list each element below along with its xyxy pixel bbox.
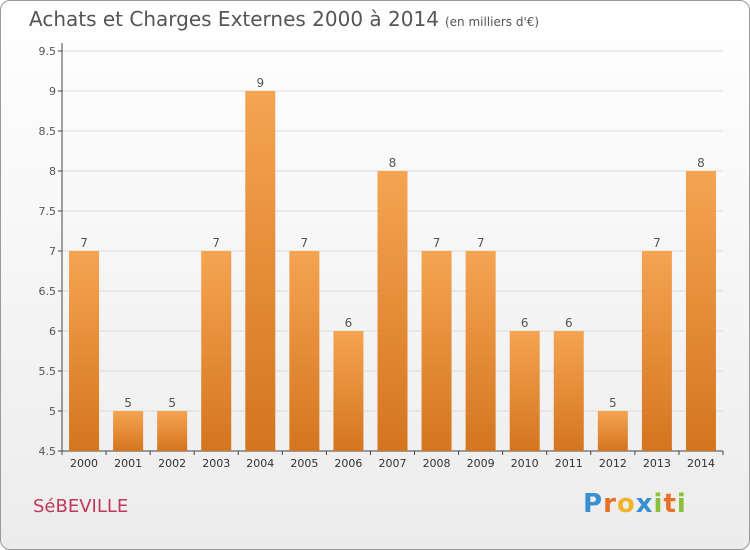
- bar: [201, 251, 232, 451]
- bar: [641, 251, 672, 451]
- bar-value-label: 6: [345, 316, 353, 330]
- bar: [113, 411, 144, 451]
- x-tick-label: 2013: [643, 457, 671, 470]
- y-tick-label: 9.5: [39, 45, 57, 58]
- proxiti-logo: Proxiti: [583, 489, 687, 519]
- bar-value-label: 6: [565, 316, 573, 330]
- y-tick-label: 6: [49, 325, 56, 338]
- bar: [333, 331, 364, 451]
- bar-value-label: 7: [433, 236, 441, 250]
- x-tick-label: 2006: [334, 457, 362, 470]
- x-tick-label: 2007: [379, 457, 407, 470]
- logo-letter: t: [663, 489, 677, 519]
- bar: [685, 171, 716, 451]
- logo-letter: i: [653, 489, 664, 519]
- bar-value-label: 8: [389, 156, 397, 170]
- logo-letter: P: [583, 489, 604, 519]
- bar-value-label: 7: [212, 236, 220, 250]
- x-tick-label: 2012: [599, 457, 627, 470]
- y-tick-label: 8.5: [39, 125, 57, 138]
- y-tick-label: 8: [49, 165, 56, 178]
- y-tick-label: 5: [49, 405, 56, 418]
- bar-value-label: 7: [80, 236, 88, 250]
- bar: [553, 331, 584, 451]
- bar: [69, 251, 100, 451]
- bar: [377, 171, 408, 451]
- x-tick-label: 2003: [202, 457, 230, 470]
- x-tick-label: 2010: [511, 457, 539, 470]
- bar: [157, 411, 188, 451]
- logo-letter: r: [603, 489, 617, 519]
- bar-value-label: 6: [521, 316, 529, 330]
- bar: [245, 91, 276, 451]
- unit-text: (en milliers d'€): [444, 15, 540, 29]
- bar: [289, 251, 320, 451]
- y-tick-label: 6.5: [39, 285, 57, 298]
- x-tick-label: 2002: [158, 457, 186, 470]
- bar-value-label: 7: [301, 236, 309, 250]
- logo-letter: x: [635, 489, 654, 519]
- x-tick-label: 2014: [687, 457, 715, 470]
- x-tick-label: 2001: [114, 457, 142, 470]
- bar-value-label: 7: [477, 236, 485, 250]
- x-tick-label: 2005: [290, 457, 318, 470]
- y-tick-label: 7: [49, 245, 56, 258]
- bar-value-label: 5: [168, 396, 176, 410]
- x-tick-label: 2008: [423, 457, 451, 470]
- title-text: Achats et Charges Externes 2000 à 2014: [29, 7, 439, 31]
- chart-title: Achats et Charges Externes 2000 à 2014 (e…: [29, 7, 539, 31]
- bar-value-label: 7: [653, 236, 661, 250]
- logo-letter: o: [616, 489, 636, 519]
- bar-value-label: 9: [256, 76, 264, 90]
- x-tick-label: 2011: [555, 457, 583, 470]
- bar-value-label: 5: [124, 396, 132, 410]
- bar: [509, 331, 540, 451]
- bar: [597, 411, 628, 451]
- y-tick-label: 7.5: [39, 205, 57, 218]
- x-tick-label: 2004: [246, 457, 274, 470]
- logo-letter: i: [676, 489, 687, 519]
- x-tick-label: 2000: [70, 457, 98, 470]
- city-name: SéBEVILLE: [33, 496, 129, 517]
- y-tick-label: 9: [49, 85, 56, 98]
- y-tick-label: 4.5: [39, 445, 57, 458]
- x-tick-label: 2009: [467, 457, 495, 470]
- y-tick-label: 5.5: [39, 365, 57, 378]
- bar-value-label: 5: [609, 396, 617, 410]
- bar: [465, 251, 496, 451]
- bar-value-label: 8: [697, 156, 705, 170]
- bar: [421, 251, 452, 451]
